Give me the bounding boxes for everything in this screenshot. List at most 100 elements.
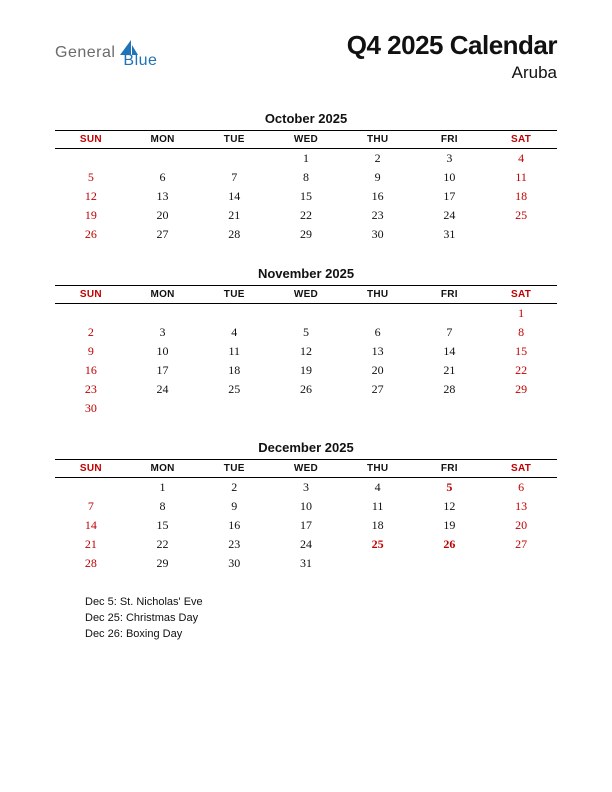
calendar-cell <box>342 554 414 573</box>
logo-text-general: General <box>55 44 115 62</box>
calendar-cell: 15 <box>485 342 557 361</box>
day-header: THU <box>342 286 414 304</box>
calendar-cell: 13 <box>342 342 414 361</box>
calendar-cell: 17 <box>127 361 199 380</box>
calendar-cell <box>270 399 342 418</box>
calendar-cell: 10 <box>414 168 486 187</box>
calendar-cell <box>485 399 557 418</box>
day-header: SAT <box>485 460 557 478</box>
calendar-cell <box>55 304 127 324</box>
month-title: November 2025 <box>55 266 557 281</box>
calendar-cell: 21 <box>414 361 486 380</box>
calendar-cell: 29 <box>127 554 199 573</box>
calendar-row: 23242526272829 <box>55 380 557 399</box>
calendar-cell: 15 <box>270 187 342 206</box>
calendar-cell: 5 <box>414 478 486 498</box>
page-title: Q4 2025 Calendar <box>347 30 557 61</box>
calendar-cell: 22 <box>485 361 557 380</box>
holiday-entry: Dec 5: St. Nicholas' Eve <box>85 595 557 611</box>
calendar-cell: 3 <box>414 149 486 169</box>
calendar-cell: 31 <box>414 225 486 244</box>
logo-text-blue: Blue <box>123 52 157 70</box>
logo: General Blue <box>55 30 157 70</box>
title-block: Q4 2025 Calendar Aruba <box>347 30 557 83</box>
calendar-cell: 29 <box>270 225 342 244</box>
day-header: SUN <box>55 286 127 304</box>
calendar-cell: 16 <box>198 516 270 535</box>
day-header: SUN <box>55 131 127 149</box>
calendar-cell: 2 <box>198 478 270 498</box>
day-header: SAT <box>485 286 557 304</box>
calendar-cell: 22 <box>127 535 199 554</box>
calendar-cell: 10 <box>270 497 342 516</box>
calendar-cell: 25 <box>485 206 557 225</box>
calendar-row: 19202122232425 <box>55 206 557 225</box>
day-header: MON <box>127 131 199 149</box>
day-header: WED <box>270 131 342 149</box>
calendar-row: 567891011 <box>55 168 557 187</box>
calendar-cell <box>127 399 199 418</box>
calendar-cell: 31 <box>270 554 342 573</box>
day-header: TUE <box>198 131 270 149</box>
holiday-entry: Dec 26: Boxing Day <box>85 627 557 643</box>
calendar-row: 28293031 <box>55 554 557 573</box>
calendar-cell: 10 <box>127 342 199 361</box>
calendar-cell: 6 <box>485 478 557 498</box>
calendar-cell: 16 <box>342 187 414 206</box>
calendar-table: SUNMONTUEWEDTHUFRISAT1234567891011121314… <box>55 130 557 244</box>
months-container: October 2025SUNMONTUEWEDTHUFRISAT1234567… <box>55 111 557 573</box>
calendar-cell: 23 <box>198 535 270 554</box>
day-header: FRI <box>414 460 486 478</box>
calendar-row: 2345678 <box>55 323 557 342</box>
calendar-cell: 5 <box>270 323 342 342</box>
calendar-row: 9101112131415 <box>55 342 557 361</box>
calendar-cell: 7 <box>414 323 486 342</box>
calendar-cell: 26 <box>55 225 127 244</box>
calendar-row: 21222324252627 <box>55 535 557 554</box>
calendar-cell: 1 <box>485 304 557 324</box>
calendar-cell: 21 <box>198 206 270 225</box>
calendar-cell: 30 <box>198 554 270 573</box>
calendar-table: SUNMONTUEWEDTHUFRISAT1234567891011121314… <box>55 459 557 573</box>
calendar-row: 1234 <box>55 149 557 169</box>
calendar-cell: 24 <box>127 380 199 399</box>
calendar-cell: 11 <box>342 497 414 516</box>
calendar-cell: 19 <box>270 361 342 380</box>
calendar-cell <box>198 399 270 418</box>
calendar-row: 30 <box>55 399 557 418</box>
calendar-cell: 18 <box>198 361 270 380</box>
calendar-cell: 25 <box>342 535 414 554</box>
holiday-entry: Dec 25: Christmas Day <box>85 611 557 627</box>
calendar-cell: 9 <box>55 342 127 361</box>
month-block: November 2025SUNMONTUEWEDTHUFRISAT123456… <box>55 266 557 418</box>
calendar-cell: 2 <box>342 149 414 169</box>
calendar-cell: 20 <box>485 516 557 535</box>
calendar-cell: 4 <box>198 323 270 342</box>
calendar-cell <box>342 399 414 418</box>
day-header: WED <box>270 286 342 304</box>
calendar-cell: 28 <box>198 225 270 244</box>
calendar-cell <box>485 554 557 573</box>
calendar-cell: 30 <box>342 225 414 244</box>
calendar-cell: 16 <box>55 361 127 380</box>
month-block: October 2025SUNMONTUEWEDTHUFRISAT1234567… <box>55 111 557 244</box>
calendar-cell: 15 <box>127 516 199 535</box>
calendar-cell <box>342 304 414 324</box>
calendar-cell: 2 <box>55 323 127 342</box>
day-header: TUE <box>198 460 270 478</box>
calendar-cell: 9 <box>198 497 270 516</box>
calendar-cell: 23 <box>342 206 414 225</box>
calendar-cell: 17 <box>270 516 342 535</box>
calendar-cell: 27 <box>127 225 199 244</box>
month-block: December 2025SUNMONTUEWEDTHUFRISAT123456… <box>55 440 557 573</box>
day-header: THU <box>342 131 414 149</box>
day-header: FRI <box>414 131 486 149</box>
calendar-cell: 7 <box>198 168 270 187</box>
holidays-list: Dec 5: St. Nicholas' EveDec 25: Christma… <box>55 595 557 643</box>
calendar-cell: 13 <box>485 497 557 516</box>
day-header: SAT <box>485 131 557 149</box>
calendar-cell: 11 <box>485 168 557 187</box>
calendar-cell <box>270 304 342 324</box>
day-header: SUN <box>55 460 127 478</box>
calendar-cell: 28 <box>55 554 127 573</box>
